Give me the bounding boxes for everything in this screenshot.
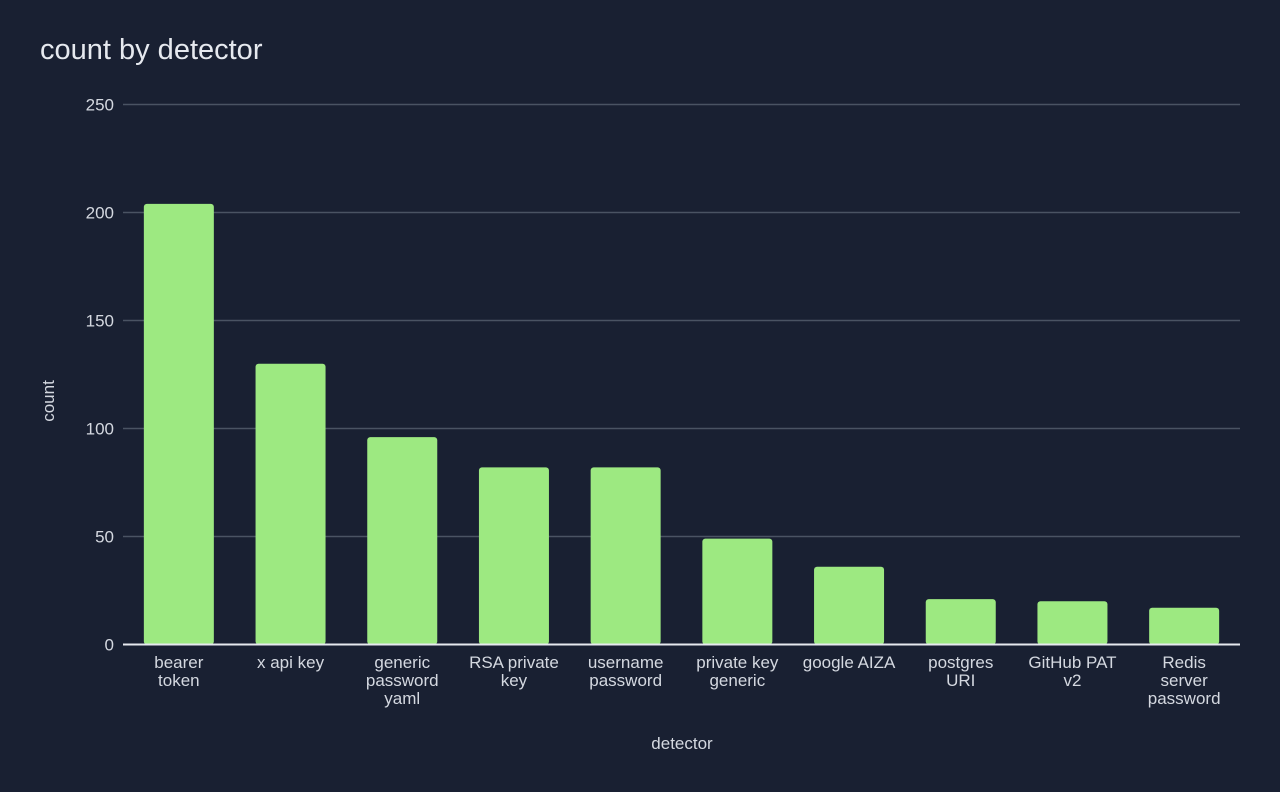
bar-x-api-key[interactable]	[255, 363, 326, 645]
y-tick-label: 250	[86, 96, 114, 115]
y-tick-label: 50	[95, 528, 114, 547]
x-tick-label: server	[1161, 671, 1209, 690]
y-tick-label: 0	[105, 636, 114, 655]
x-tick-label: key	[501, 671, 528, 690]
bar-postgres-uri[interactable]	[925, 599, 996, 645]
x-tick-label: password	[589, 671, 662, 690]
y-tick-label: 200	[86, 204, 114, 223]
x-tick-label: URI	[946, 671, 975, 690]
x-tick-label: RSA private	[469, 653, 559, 672]
x-tick-label: bearer	[154, 653, 203, 672]
x-tick-label: generic	[374, 653, 430, 672]
x-tick-label: yaml	[384, 689, 420, 708]
y-tick-label: 150	[86, 312, 114, 331]
x-tick-label: google AIZA	[803, 653, 896, 672]
bar-bearer-token[interactable]	[143, 203, 214, 645]
y-axis-label: count	[39, 380, 58, 422]
x-tick-label: private key	[696, 653, 779, 672]
bar-username-password[interactable]	[590, 467, 661, 645]
bar-generic-password-yaml[interactable]	[367, 437, 438, 645]
x-tick-label: token	[158, 671, 200, 690]
x-tick-label: GitHub PAT	[1028, 653, 1116, 672]
x-tick-label: postgres	[928, 653, 993, 672]
bar-redis-server-password[interactable]	[1149, 607, 1220, 645]
x-tick-label: generic	[709, 671, 765, 690]
x-tick-label: Redis	[1162, 653, 1205, 672]
chart-title: count by detector	[40, 34, 263, 66]
x-tick-label: v2	[1063, 671, 1081, 690]
x-tick-label: password	[1148, 689, 1221, 708]
x-tick-label: x api key	[257, 653, 325, 672]
x-axis-label: detector	[651, 734, 713, 753]
bar-github-pat-v2[interactable]	[1037, 601, 1108, 645]
x-tick-label: password	[366, 671, 439, 690]
bar-private-key-generic[interactable]	[702, 538, 773, 645]
x-tick-label: username	[588, 653, 664, 672]
y-tick-label: 100	[86, 420, 114, 439]
bar-google-aiza[interactable]	[814, 566, 885, 645]
bar-rsa-private-key[interactable]	[478, 467, 549, 645]
